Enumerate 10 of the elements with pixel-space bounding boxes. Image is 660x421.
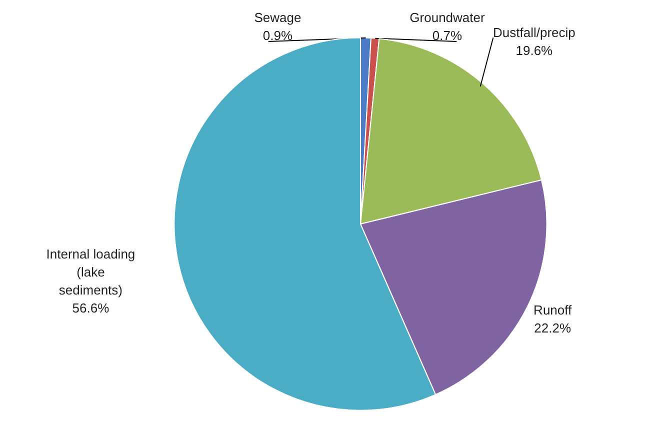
slice-label: Internal loading (lake sediments) bbox=[46, 246, 136, 298]
data-label: 0.7% bbox=[432, 28, 463, 44]
data-label: 22.2% bbox=[534, 320, 572, 336]
slice-label: Dustfall/precip bbox=[493, 24, 576, 40]
slice-label: Groundwater bbox=[410, 10, 486, 26]
data-label: 56.6% bbox=[72, 300, 110, 316]
data-label: 0.9% bbox=[262, 28, 293, 44]
data-label: 19.6% bbox=[516, 42, 554, 58]
slice-label: Runoff bbox=[534, 302, 572, 318]
slice-label: Sewage bbox=[254, 10, 302, 26]
